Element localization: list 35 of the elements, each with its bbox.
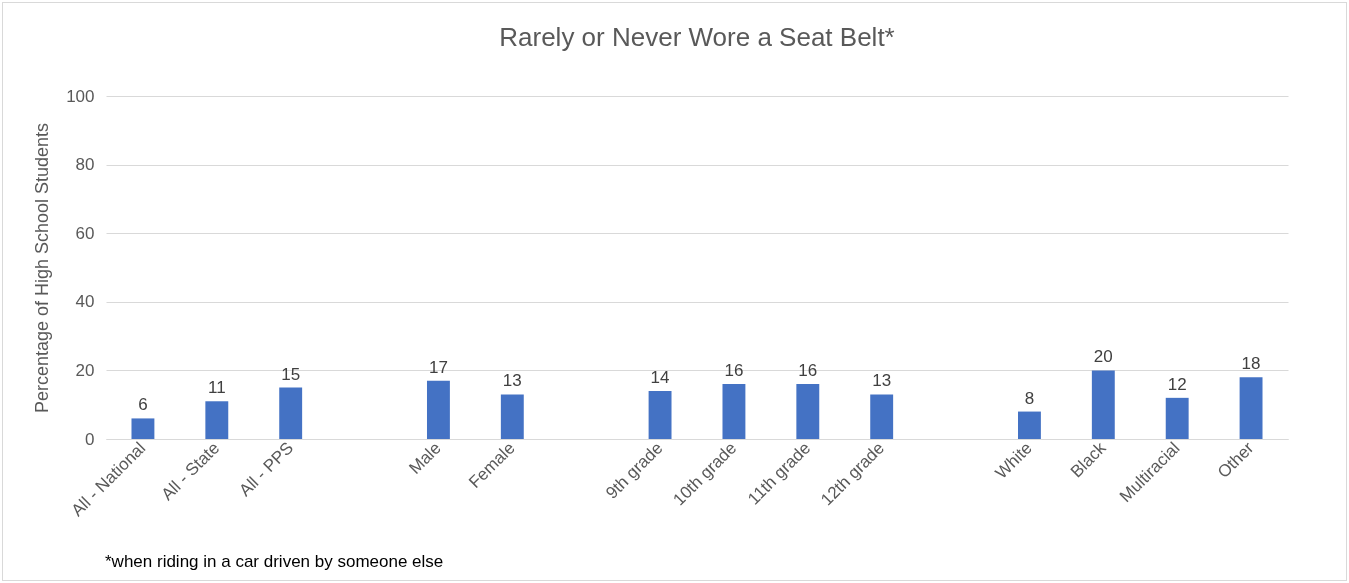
bar	[205, 401, 229, 439]
y-tick-label: 40	[75, 292, 95, 312]
bar	[1017, 411, 1041, 439]
chart-title: Rarely or Never Wore a Seat Belt*	[499, 22, 895, 52]
data-label: 17	[428, 357, 448, 377]
bar	[500, 394, 524, 439]
bar	[1091, 370, 1115, 439]
y-tick-label: 100	[66, 86, 95, 106]
data-label: 6	[138, 395, 148, 415]
y-axis-title: Percentage of High School Students	[32, 122, 53, 414]
data-label: 12	[1167, 374, 1187, 394]
data-label: 20	[1093, 347, 1113, 367]
data-label: 18	[1241, 354, 1261, 374]
text: *when riding in a car driven by someone else	[105, 552, 444, 572]
bar	[131, 418, 155, 439]
y-tick-label: 20	[75, 360, 95, 380]
data-label: 16	[724, 361, 744, 381]
y-tick-label: 0	[85, 429, 95, 449]
bar	[648, 390, 672, 439]
bar	[1239, 377, 1263, 439]
bar	[279, 387, 303, 439]
data-label: 14	[650, 367, 670, 387]
data-label: 15	[281, 364, 301, 384]
bar	[870, 394, 894, 439]
data-label: 8	[1024, 388, 1035, 408]
bar	[796, 384, 820, 439]
data-label: 11	[207, 378, 226, 398]
data-label: 13	[872, 371, 892, 391]
bar	[426, 380, 450, 439]
bar	[1165, 397, 1189, 439]
data-label: 13	[502, 371, 522, 391]
data-label: 16	[798, 361, 818, 381]
y-tick-label: 80	[75, 155, 95, 175]
y-tick-label: 60	[75, 223, 95, 243]
bar	[722, 384, 746, 439]
